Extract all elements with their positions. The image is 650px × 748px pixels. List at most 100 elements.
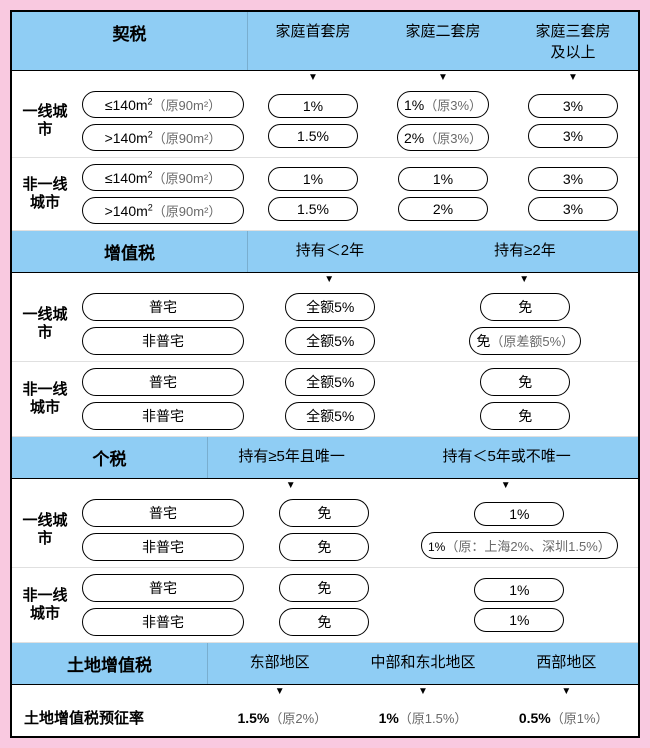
- column-header: 持有＜2年: [248, 231, 412, 272]
- data-column: 免免: [413, 362, 639, 436]
- pointer-icon: ▼: [208, 685, 351, 699]
- column-header: 中部和东北地区: [351, 643, 494, 684]
- data-pill: 普宅: [82, 499, 244, 527]
- data-column: 免免: [248, 568, 401, 642]
- group-row: 一线城市普宅非普宅全额5%全额5%免免（原差额5%）: [12, 287, 638, 362]
- section-title: 增值税: [12, 231, 248, 272]
- footer-row: 土地增值税预征率1.5%（原2%）1%（原1.5%）0.5%（原1%）: [12, 699, 638, 736]
- data-pill: 1%: [268, 167, 358, 191]
- footer-cell: 1.5%（原2%）: [212, 708, 353, 727]
- data-column: 3%3%: [508, 158, 638, 230]
- data-pill: 非普宅: [82, 533, 244, 561]
- section-title: 土地增值税: [12, 643, 208, 684]
- data-pill: 3%: [528, 167, 618, 191]
- group-row: 一线城市普宅非普宅免免1%1%（原：上海2%、深圳1.5%）: [12, 493, 638, 568]
- data-pill: 免: [279, 574, 369, 602]
- data-pill: >140m2（原90m²）: [82, 124, 244, 151]
- spec-column: 普宅非普宅: [78, 493, 248, 567]
- data-pill: 1.5%: [268, 124, 358, 148]
- data-column: 1%2%: [378, 158, 508, 230]
- data-pill: 1.5%: [268, 197, 358, 221]
- section-title: 个税: [12, 437, 208, 478]
- section-header: 增值税持有＜2年持有≥2年: [12, 231, 638, 273]
- group-row: 非一线 城市普宅非普宅全额5%全额5%免免: [12, 362, 638, 437]
- data-pill: 非普宅: [82, 402, 244, 430]
- data-pill: 全额5%: [285, 368, 375, 396]
- pointer-icon: ▼: [351, 685, 494, 699]
- spec-column: 普宅非普宅: [78, 362, 248, 436]
- row-label: 非一线 城市: [12, 362, 78, 436]
- data-pill: 免: [480, 402, 570, 430]
- row-label: 一线城市: [12, 493, 78, 567]
- data-pill: 2%: [398, 197, 488, 221]
- data-pill: 1%（原3%）: [397, 91, 489, 118]
- pointer-icon: ▼: [508, 71, 638, 85]
- section-header: 土地增值税东部地区中部和东北地区西部地区: [12, 643, 638, 685]
- data-column: 1% 1.5%: [248, 158, 378, 230]
- pointer-icon: ▼: [248, 273, 411, 287]
- data-pill: 全额5%: [285, 293, 375, 321]
- data-pill: 1%: [268, 94, 358, 118]
- column-header: 持有≥5年且唯一: [208, 437, 375, 478]
- data-pill: 3%: [528, 197, 618, 221]
- data-pill: 3%: [528, 124, 618, 148]
- data-pill: 免（原差额5%）: [469, 327, 581, 355]
- spec-column: 普宅非普宅: [78, 287, 248, 361]
- data-pill: 免: [480, 293, 570, 321]
- data-column: 免免: [248, 493, 401, 567]
- data-column: 1%（原3%） 2%（原3%）: [378, 85, 508, 157]
- data-pill: 1%: [474, 578, 564, 602]
- column-header: 家庭二套房: [378, 12, 508, 70]
- group-row: 一线城市≤140m2（原90m²） >140m2（原90m²） 1% 1.5% 1%（原…: [12, 85, 638, 158]
- data-pill: 免: [480, 368, 570, 396]
- data-pill: 免: [279, 608, 369, 636]
- data-pill: 1%（原：上海2%、深圳1.5%）: [421, 532, 618, 559]
- data-pill: 非普宅: [82, 327, 244, 355]
- data-column: 免免（原差额5%）: [413, 287, 639, 361]
- data-column: 1% 1.5%: [248, 85, 378, 157]
- section-title: 契税: [12, 12, 248, 70]
- row-label: 一线城市: [12, 85, 78, 157]
- data-pill: 2%（原3%）: [397, 124, 489, 151]
- spec-column: ≤140m2（原90m²） >140m2（原90m²）: [78, 85, 248, 157]
- pointer-icon: ▼: [378, 71, 508, 85]
- data-pill: ≤140m2（原90m²）: [82, 91, 244, 118]
- pointer-icon: ▼: [495, 685, 638, 699]
- pointer-icon: ▼: [411, 273, 639, 287]
- group-row: 非一线 城市普宅非普宅免免1%1%: [12, 568, 638, 643]
- footer-cell: 1%（原1.5%）: [353, 708, 494, 727]
- data-pill: 全额5%: [285, 402, 375, 430]
- pointer-icon: ▼: [208, 479, 373, 493]
- row-label: 非一线 城市: [12, 158, 78, 230]
- data-pill: ≤140m2（原90m²）: [82, 164, 244, 191]
- column-header: 西部地区: [495, 643, 638, 684]
- data-pill: 免: [279, 499, 369, 527]
- data-pill: 普宅: [82, 574, 244, 602]
- group-row: 非一线 城市≤140m2（原90m²）>140m2（原90m²）1%1.5%1%…: [12, 158, 638, 231]
- footer-cell: 0.5%（原1%）: [493, 708, 634, 727]
- data-pill: 普宅: [82, 293, 244, 321]
- data-pill: 1%: [474, 502, 564, 526]
- footer-label: 土地增值税预征率: [16, 707, 212, 728]
- data-column: 1% 1%（原：上海2%、深圳1.5%）: [401, 493, 638, 567]
- data-pill: >140m2（原90m²）: [82, 197, 244, 224]
- section-header: 契税家庭首套房家庭二套房家庭三套房 及以上: [12, 12, 638, 71]
- data-column: 3%3%: [508, 85, 638, 157]
- data-pill: 1%: [398, 167, 488, 191]
- data-pill: 全额5%: [285, 327, 375, 355]
- column-header: 家庭首套房: [248, 12, 378, 70]
- row-label: 非一线 城市: [12, 568, 78, 642]
- data-pill: 免: [279, 533, 369, 561]
- data-column: 全额5% 全额5%: [248, 362, 413, 436]
- section-header: 个税持有≥5年且唯一持有＜5年或不唯一: [12, 437, 638, 479]
- pointer-icon: ▼: [248, 71, 378, 85]
- data-pill: 3%: [528, 94, 618, 118]
- data-pill: 非普宅: [82, 608, 244, 636]
- data-column: 全额5% 全额5%: [248, 287, 413, 361]
- column-header: 持有＜5年或不唯一: [375, 437, 638, 478]
- row-label: 一线城市: [12, 287, 78, 361]
- pointer-icon: ▼: [373, 479, 638, 493]
- data-column: 1%1%: [401, 568, 638, 642]
- data-pill: 1%: [474, 608, 564, 632]
- column-header: 家庭三套房 及以上: [508, 12, 638, 70]
